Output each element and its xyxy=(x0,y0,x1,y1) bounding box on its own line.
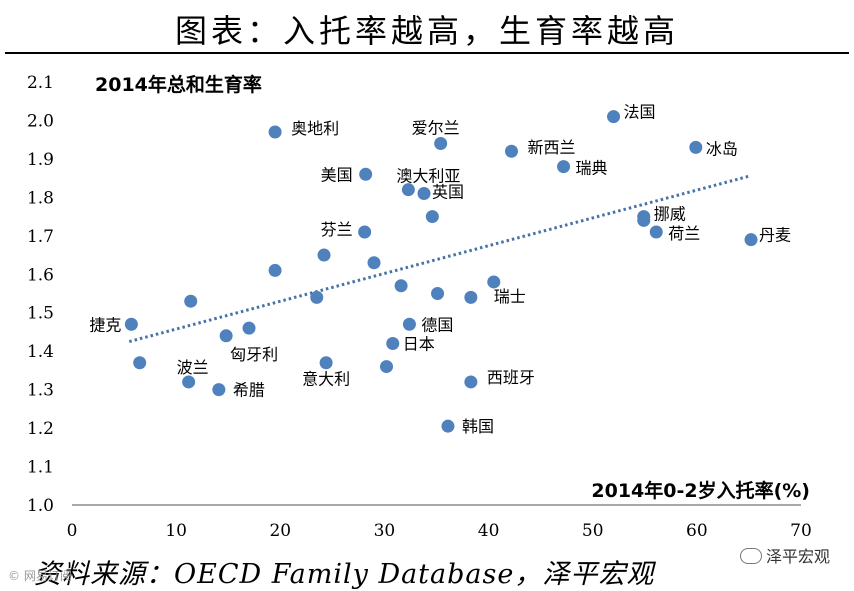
data-point xyxy=(310,290,324,304)
data-point xyxy=(417,187,431,201)
wechat-icon xyxy=(740,548,762,564)
source-note: 资料来源：OECD Family Database，泽平宏观 xyxy=(34,559,655,590)
data-point xyxy=(212,383,226,397)
y-tick-label: 2.0 xyxy=(27,111,54,131)
data-point xyxy=(401,183,415,197)
point-label: 匈牙利 xyxy=(230,345,278,364)
data-point xyxy=(637,213,651,227)
point-label: 瑞典 xyxy=(576,159,608,178)
y-tick-label: 1.7 xyxy=(27,227,54,247)
y-tick-label: 1.2 xyxy=(27,419,54,439)
point-label: 希腊 xyxy=(233,381,265,400)
data-point xyxy=(133,356,147,370)
y-tick-label: 1.4 xyxy=(27,342,54,362)
data-point xyxy=(358,225,372,239)
point-label: 波兰 xyxy=(177,358,209,377)
page-title: 图表：入托率越高，生育率越高 xyxy=(174,12,679,50)
x-tick-label: 50 xyxy=(582,521,604,541)
data-point xyxy=(402,317,416,331)
point-label: 法国 xyxy=(624,103,656,122)
point-label: 意大利 xyxy=(302,370,350,389)
point-label: 挪威 xyxy=(654,205,686,224)
data-point xyxy=(441,419,455,433)
data-point xyxy=(431,287,445,300)
y-axis-label: 2014年总和生育率 xyxy=(95,73,262,96)
point-label: 丹麦 xyxy=(759,226,791,245)
y-tick-label: 1.1 xyxy=(27,458,54,478)
data-point xyxy=(184,294,198,308)
y-tick-label: 1.3 xyxy=(27,381,54,401)
data-point xyxy=(744,233,758,247)
data-point xyxy=(607,110,621,124)
data-point xyxy=(425,210,439,224)
data-point xyxy=(268,125,282,139)
data-point xyxy=(487,275,501,289)
data-point xyxy=(367,256,381,270)
point-label: 韩国 xyxy=(462,417,494,436)
data-point xyxy=(319,356,333,370)
point-label: 日本 xyxy=(403,334,435,353)
point-label: 瑞士 xyxy=(494,287,526,306)
watermark-text: 泽平宏观 xyxy=(766,547,831,566)
data-point xyxy=(219,329,233,343)
data-point xyxy=(464,290,478,304)
data-point xyxy=(464,375,478,389)
x-tick-label: 0 xyxy=(67,521,78,541)
data-point xyxy=(268,263,282,277)
y-tick-label: 1.6 xyxy=(27,265,54,285)
data-point xyxy=(649,225,663,239)
data-point xyxy=(242,321,256,335)
data-point xyxy=(689,140,703,154)
wechat-watermark: 泽平宏观 xyxy=(740,543,830,567)
y-tick-label: 2.1 xyxy=(27,73,54,93)
point-label: 澳大利亚 xyxy=(396,167,460,186)
data-point xyxy=(386,336,400,350)
point-label: 英国 xyxy=(432,183,464,202)
data-point xyxy=(434,137,448,151)
data-point xyxy=(359,167,373,181)
y-tick-label: 1.9 xyxy=(27,150,54,170)
x-tick-label: 10 xyxy=(165,521,187,541)
x-tick-label: 40 xyxy=(478,521,500,541)
trend-line xyxy=(128,174,750,344)
point-label: 爱尔兰 xyxy=(412,119,460,138)
x-tick-label: 20 xyxy=(269,521,291,541)
point-label: 新西兰 xyxy=(527,138,575,157)
x-tick-label: 70 xyxy=(790,521,812,541)
point-label: 捷克 xyxy=(89,315,121,334)
data-point xyxy=(557,160,571,174)
data-point xyxy=(317,248,331,262)
point-label: 德国 xyxy=(421,315,453,334)
x-tick-label: 30 xyxy=(374,521,396,541)
point-label: 荷兰 xyxy=(668,224,700,243)
title-divider xyxy=(5,52,849,54)
point-label: 奥地利 xyxy=(291,119,339,138)
point-label: 西班牙 xyxy=(487,368,535,387)
y-tick-label: 1.5 xyxy=(27,304,54,324)
publisher-watermark: © 网易订阅 xyxy=(8,569,72,583)
data-point xyxy=(124,317,138,331)
point-label: 芬兰 xyxy=(321,220,353,239)
data-point xyxy=(504,144,518,158)
x-axis-label: 2014年0-2岁入托率(%) xyxy=(591,479,810,502)
data-point xyxy=(380,360,394,374)
y-tick-label: 1.0 xyxy=(27,496,54,516)
point-label: 美国 xyxy=(321,165,353,184)
x-tick-label: 60 xyxy=(686,521,708,541)
data-point xyxy=(182,375,196,389)
y-tick-label: 1.8 xyxy=(27,188,54,208)
point-label: 冰岛 xyxy=(706,139,738,158)
data-point xyxy=(394,279,408,293)
